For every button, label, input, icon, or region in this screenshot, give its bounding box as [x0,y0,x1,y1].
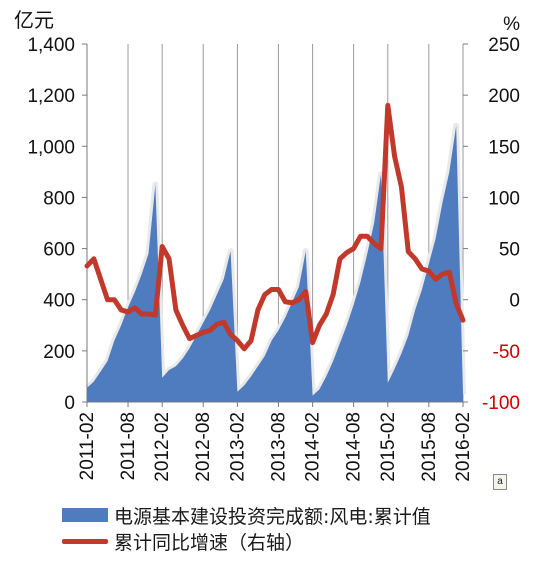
x-tick-label: 2011-02 [77,412,98,480]
right-tick-label: 200 [488,86,520,107]
x-tick-label: 2013-08 [268,412,289,482]
x-tick-label: 2012-08 [193,412,214,482]
right-tick-label: 250 [488,35,520,56]
legend-label-area: 电源基本建设投资完成额:风电:累计值 [114,505,431,528]
legend: 电源基本建设投资完成额:风电:累计值 累计同比增速（右轴） [62,502,532,554]
x-tick-label: 2013-02 [227,412,248,482]
right-tick-label: -100 [482,393,520,414]
left-tick-label: 1,200 [27,86,75,107]
right-tick-label: 150 [488,137,520,158]
right-axis-unit: % [503,14,520,35]
right-tick-label: 100 [488,188,520,209]
left-tick-label: 0 [64,393,75,414]
x-tick-label: 2016-02 [453,412,474,482]
left-tick-label: 1,000 [27,137,75,158]
right-tick-label: -50 [493,342,520,363]
x-tick-label: 2015-08 [419,412,440,482]
left-tick-label: 200 [43,342,75,363]
x-tick-label: 2014-08 [344,412,365,482]
x-tick-label: 2011-08 [118,412,139,480]
area-series [87,125,463,402]
legend-item-line: 累计同比增速（右轴） [62,528,532,554]
corner-tag: a [493,474,507,490]
left-tick-label: 400 [43,291,75,312]
left-tick-label: 800 [43,188,75,209]
legend-label-line: 累计同比增速（右轴） [114,531,305,554]
legend-item-area: 电源基本建设投资完成额:风电:累计值 [62,502,532,528]
left-axis-unit: 亿元 [14,9,54,32]
x-tick-label: 2014-02 [303,412,324,482]
right-tick-label: 0 [509,291,520,312]
legend-swatch-area [62,508,108,522]
right-tick-label: 50 [499,240,520,261]
legend-swatch-line [62,538,108,544]
left-tick-label: 1,400 [27,35,75,56]
left-tick-label: 600 [43,240,75,261]
x-tick-label: 2012-02 [152,412,173,482]
x-tick-label: 2015-02 [378,412,399,482]
line-series [84,102,466,352]
